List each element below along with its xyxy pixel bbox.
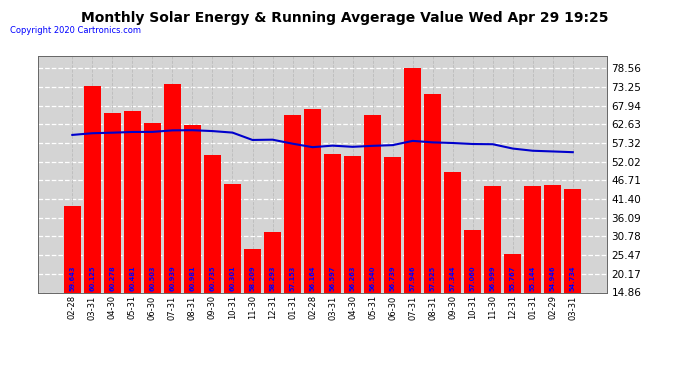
Text: 56.999: 56.999	[490, 266, 495, 291]
Bar	[184, 125, 201, 292]
Bar	[324, 154, 341, 292]
Bar	[204, 156, 221, 292]
Text: Copyright 2020 Cartronics.com: Copyright 2020 Cartronics.com	[10, 26, 141, 35]
Text: 58.293: 58.293	[270, 266, 275, 291]
Bar	[384, 157, 401, 292]
Bar	[364, 115, 381, 292]
Bar	[444, 172, 461, 292]
Bar	[484, 186, 501, 292]
Bar	[84, 86, 101, 292]
Text: 57.344: 57.344	[450, 266, 455, 291]
Bar	[63, 206, 81, 292]
Bar	[164, 84, 181, 292]
Text: 57.946: 57.946	[410, 266, 415, 291]
Text: 60.278: 60.278	[110, 266, 115, 291]
Text: 56.164: 56.164	[310, 266, 315, 291]
Bar	[504, 255, 521, 292]
Bar	[424, 94, 441, 292]
Bar	[124, 111, 141, 292]
Text: 60.735: 60.735	[210, 266, 215, 291]
Text: 55.144: 55.144	[530, 266, 535, 291]
Text: 60.481: 60.481	[130, 266, 135, 291]
Text: 55.767: 55.767	[510, 266, 515, 291]
Text: 56.739: 56.739	[390, 266, 395, 291]
Bar	[144, 123, 161, 292]
Text: 60.125: 60.125	[89, 266, 95, 291]
Bar	[104, 113, 121, 292]
Bar	[264, 232, 281, 292]
Text: 57.525: 57.525	[430, 266, 435, 291]
Bar	[524, 186, 541, 292]
Bar	[544, 185, 561, 292]
Bar	[344, 156, 361, 292]
Text: Monthly Solar Energy & Running Avgerage Value Wed Apr 29 19:25: Monthly Solar Energy & Running Avgerage …	[81, 11, 609, 25]
Text: 60.301: 60.301	[230, 266, 235, 291]
Text: 57.060: 57.060	[470, 266, 475, 291]
Text: 54.946: 54.946	[550, 266, 556, 291]
Bar	[404, 68, 421, 292]
Bar	[244, 249, 261, 292]
Text: 60.503: 60.503	[150, 266, 155, 291]
Text: 56.597: 56.597	[330, 266, 335, 291]
Bar	[564, 189, 581, 292]
Text: 60.939: 60.939	[170, 266, 175, 291]
Text: 57.153: 57.153	[290, 266, 295, 291]
Bar	[284, 115, 301, 292]
Bar	[304, 109, 321, 292]
Text: 56.540: 56.540	[370, 266, 375, 291]
Text: 60.981: 60.981	[190, 266, 195, 291]
Bar	[224, 184, 241, 292]
Text: 56.263: 56.263	[350, 266, 355, 291]
Text: 58.209: 58.209	[250, 266, 255, 291]
Text: 59.643: 59.643	[69, 266, 75, 291]
Text: 54.734: 54.734	[570, 266, 576, 291]
Bar	[464, 230, 481, 292]
